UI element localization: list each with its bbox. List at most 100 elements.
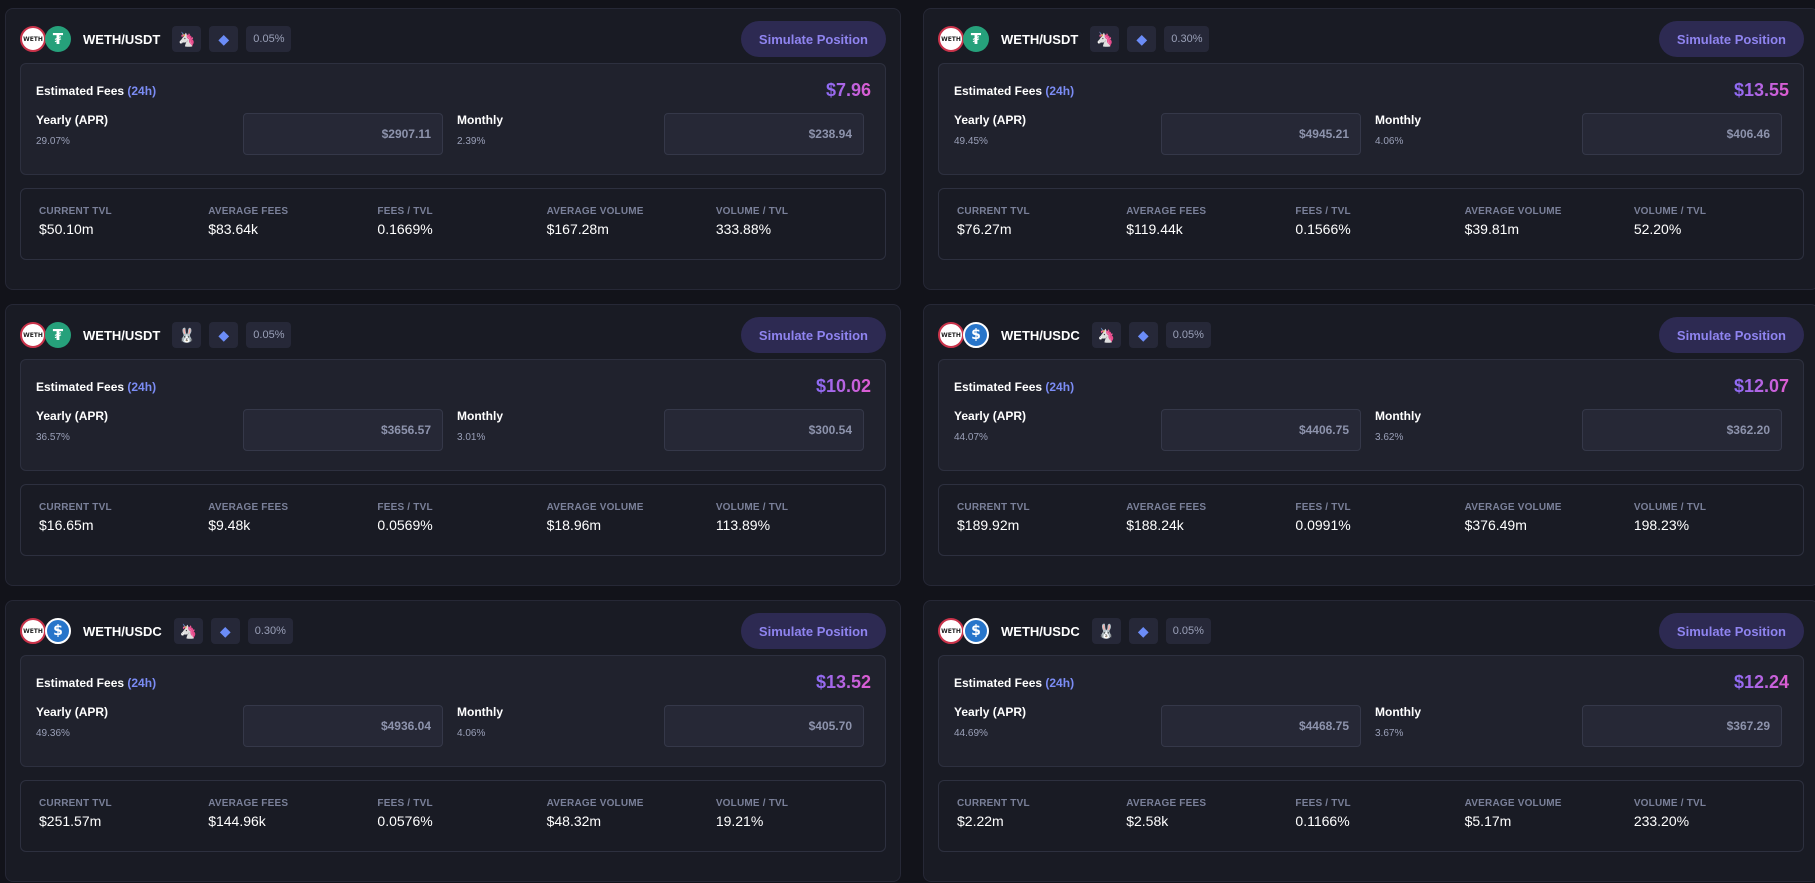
monthly-label: Monthly: [457, 409, 503, 423]
fees-tvl-label: FEES / TVL: [377, 798, 433, 809]
yearly-label: Yearly (APR): [36, 705, 109, 719]
pool-header: WETH ₮ WETH/USDT 🦄 ◆ 0.30% Simulate Posi…: [938, 21, 1804, 57]
pool-pair: WETH/USDT: [83, 31, 161, 47]
estimated-fees-value: $7.96: [825, 80, 871, 100]
yearly-label: Yearly (APR): [954, 705, 1027, 719]
pool-stats: CURRENT TVL $16.65m AVERAGE FEES $9.48k FE…: [20, 484, 886, 556]
estimated-fees-panel: Estimated Fees (24h) $12.24 Yearly (APR)…: [938, 655, 1804, 767]
average-volume-value: $5.17m: [1464, 813, 1512, 829]
monthly-percent: 3.62%: [1375, 432, 1404, 443]
current-tvl-value: $50.10m: [39, 221, 94, 237]
monthly-percent: 4.06%: [457, 728, 486, 739]
estimated-fees-value: $12.24: [1733, 672, 1789, 692]
average-fees-value: $188.24k: [1126, 517, 1184, 533]
monthly-label: Monthly: [1375, 409, 1421, 423]
average-fees-value: $144.96k: [208, 813, 266, 829]
monthly-value-field: $406.46: [1582, 113, 1782, 155]
usdc-token-icon: $: [963, 618, 989, 644]
current-tvl-label: CURRENT TVL: [39, 206, 112, 217]
unicorn-icon: 🦄: [172, 26, 202, 52]
estimated-fees-label: Estimated Fees (24h): [954, 675, 1075, 690]
yearly-label: Yearly (APR): [36, 113, 109, 127]
yearly-percent: 36.57%: [36, 432, 70, 443]
fees-tvl-label: FEES / TVL: [377, 502, 433, 513]
monthly-label: Monthly: [457, 113, 503, 127]
volume-tvl-label: VOLUME / TVL: [715, 206, 789, 217]
volume-tvl-value: 113.89%: [715, 517, 771, 533]
fees-tvl-label: FEES / TVL: [377, 206, 433, 217]
average-fees-value: $119.44k: [1126, 221, 1183, 237]
unicorn-icon: 🦄: [1090, 26, 1120, 52]
pool-header: WETH $ WETH/USDC 🦄 ◆ 0.30% Simulate Posi…: [20, 613, 886, 649]
simulate-position-button[interactable]: Simulate Position: [740, 613, 886, 649]
monthly-percent: 3.67%: [1375, 728, 1404, 739]
volume-tvl-value: 198.23%: [1633, 517, 1690, 533]
average-fees-label: AVERAGE FEES: [208, 798, 289, 809]
average-volume-value: $376.49m: [1464, 517, 1527, 533]
monthly-percent: 3.01%: [457, 432, 486, 443]
fee-tier-badge: 0.05%: [246, 26, 292, 52]
pool-card: WETH $ WETH/USDC 🐰 ◆ 0.05% Simulate Posi…: [923, 600, 1815, 882]
pool-stats: CURRENT TVL $76.27m AVERAGE FEES $119.44k …: [938, 188, 1804, 260]
usdc-token-icon: $: [963, 322, 989, 348]
yearly-value-field: $4406.75: [1161, 409, 1361, 451]
estimated-fees-label: Estimated Fees (24h): [954, 83, 1075, 98]
estimated-fees-value: $12.07: [1733, 376, 1789, 396]
average-fees-value: $2.58k: [1126, 813, 1169, 829]
weth-token-icon: WETH: [20, 322, 46, 348]
average-volume-label: AVERAGE VOLUME: [1464, 206, 1562, 217]
estimated-fees-value: $10.02: [815, 376, 871, 396]
average-volume-label: AVERAGE VOLUME: [546, 798, 644, 809]
average-volume-value: $39.81m: [1464, 221, 1520, 237]
weth-token-icon: WETH: [938, 618, 964, 644]
simulate-position-button[interactable]: Simulate Position: [1658, 317, 1804, 353]
average-volume-value: $48.32m: [546, 813, 602, 829]
volume-tvl-label: VOLUME / TVL: [1633, 798, 1707, 809]
average-fees-value: $83.64k: [208, 221, 259, 237]
average-fees-label: AVERAGE FEES: [208, 502, 289, 513]
yearly-value-field: $4468.75: [1161, 705, 1361, 747]
estimated-fees-value: $13.52: [815, 672, 871, 692]
pool-header: WETH ₮ WETH/USDT 🦄 ◆ 0.05% Simulate Posi…: [20, 21, 886, 57]
average-volume-label: AVERAGE VOLUME: [546, 502, 644, 513]
fee-tier-badge: 0.05%: [1165, 322, 1211, 348]
yearly-percent: 29.07%: [36, 136, 70, 147]
volume-tvl-label: VOLUME / TVL: [1633, 502, 1707, 513]
simulate-position-button[interactable]: Simulate Position: [740, 21, 886, 57]
volume-tvl-label: VOLUME / TVL: [715, 798, 789, 809]
estimated-fees-label: Estimated Fees (24h): [36, 379, 157, 394]
average-volume-label: AVERAGE VOLUME: [1464, 798, 1562, 809]
simulate-position-button[interactable]: Simulate Position: [740, 317, 886, 353]
current-tvl-value: $2.22m: [957, 813, 1004, 829]
fees-tvl-value: 0.0569%: [377, 517, 433, 533]
pool-card: WETH $ WETH/USDC 🦄 ◆ 0.05% Simulate Posi…: [923, 304, 1815, 586]
current-tvl-label: CURRENT TVL: [39, 502, 112, 513]
estimated-fees-panel: Estimated Fees (24h) $13.52 Yearly (APR)…: [20, 655, 886, 767]
pool-pair: WETH/USDC: [1001, 623, 1080, 639]
pool-pair: WETH/USDT: [1001, 31, 1079, 47]
current-tvl-label: CURRENT TVL: [39, 798, 112, 809]
fee-tier-badge: 0.30%: [1164, 26, 1210, 52]
monthly-label: Monthly: [1375, 113, 1421, 127]
average-fees-label: AVERAGE FEES: [208, 206, 289, 217]
average-volume-value: $167.28m: [546, 221, 609, 237]
current-tvl-label: CURRENT TVL: [957, 798, 1030, 809]
yearly-value-field: $4936.04: [243, 705, 443, 747]
weth-token-icon: WETH: [20, 26, 46, 52]
usdt-token-icon: ₮: [963, 26, 989, 52]
monthly-percent: 4.06%: [1375, 136, 1404, 147]
fees-tvl-label: FEES / TVL: [1295, 206, 1351, 217]
ethereum-icon: ◆: [1128, 322, 1158, 348]
estimated-fees-panel: Estimated Fees (24h) $7.96 Yearly (APR) 2…: [20, 63, 886, 175]
yearly-label: Yearly (APR): [954, 113, 1027, 127]
estimated-fees-label: Estimated Fees (24h): [954, 379, 1075, 394]
yearly-percent: 44.07%: [954, 432, 988, 443]
monthly-value-field: $367.29: [1582, 705, 1782, 747]
simulate-position-button[interactable]: Simulate Position: [1658, 613, 1804, 649]
current-tvl-label: CURRENT TVL: [957, 502, 1030, 513]
average-fees-label: AVERAGE FEES: [1126, 206, 1207, 217]
average-volume-label: AVERAGE VOLUME: [546, 206, 644, 217]
volume-tvl-value: 19.21%: [715, 813, 764, 829]
pool-pair: WETH/USDT: [83, 327, 161, 343]
simulate-position-button[interactable]: Simulate Position: [1658, 21, 1804, 57]
